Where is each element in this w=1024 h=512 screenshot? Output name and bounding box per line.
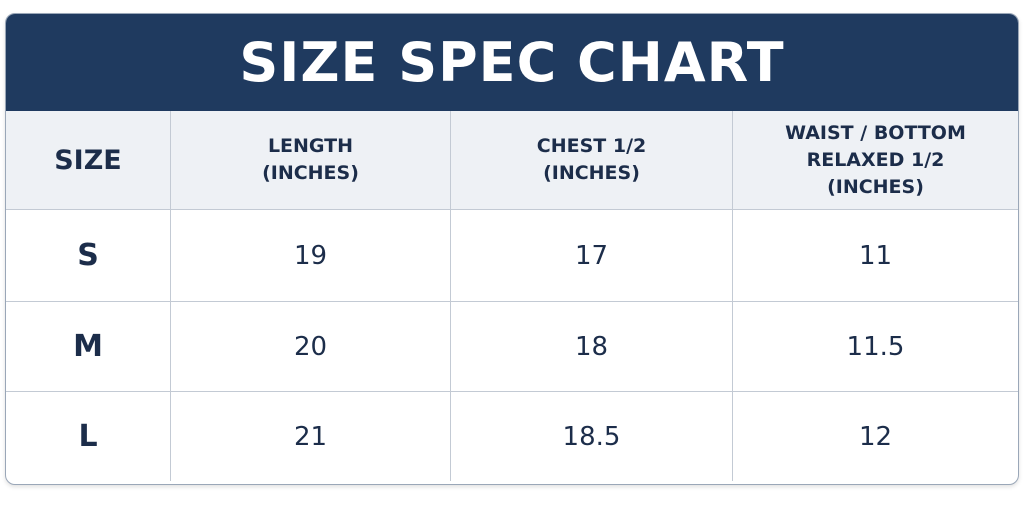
header-text: SIZE [54, 144, 122, 176]
header-bar: SIZE SPEC CHART [6, 14, 1018, 111]
header-text: LENGTH [267, 135, 354, 157]
size-label: M [73, 329, 103, 364]
header-text: (INCHES) [543, 162, 640, 184]
value-text: 18.5 [562, 421, 621, 452]
header-cell: WAIST / BOTTOM RELAXED 1/2 (INCHES) [733, 111, 1018, 210]
value-text: 19 [293, 240, 328, 271]
header-text: RELAXED 1/2 [806, 148, 945, 171]
value-text: 18 [574, 331, 609, 362]
size-cell: S [6, 210, 171, 302]
value-cell: 18.5 [451, 392, 733, 481]
size-label: L [78, 419, 98, 454]
header-text: CHEST 1/2 [536, 135, 647, 157]
value-cell: 21 [171, 392, 451, 481]
size-cell: M [6, 302, 171, 392]
value-text: 21 [293, 421, 328, 452]
header-text: (INCHES) [827, 175, 924, 198]
header-text: WAIST / BOTTOM [785, 121, 966, 144]
size-chart-card: SIZE SPEC CHART SIZE LENGTH (INCHES) CHEST … [5, 13, 1019, 485]
value-text: 11 [858, 240, 893, 271]
header-cell: SIZE [6, 111, 171, 210]
value-cell: 19 [171, 210, 451, 302]
header-cell: LENGTH (INCHES) [171, 111, 451, 210]
header-cell: CHEST 1/2 (INCHES) [451, 111, 733, 210]
title: SIZE SPEC CHART [239, 31, 785, 94]
value-cell: 18 [451, 302, 733, 392]
value-text: 17 [574, 240, 609, 271]
size-label: S [77, 238, 99, 273]
header-text: (INCHES) [262, 162, 359, 184]
value-text: 20 [293, 331, 328, 362]
size-cell: L [6, 392, 171, 481]
value-text: 12 [858, 421, 893, 452]
size-table: SIZE LENGTH (INCHES) CHEST 1/2 (INCHES) WAIST… [6, 111, 1018, 481]
value-text: 11.5 [846, 331, 905, 362]
value-cell: 11.5 [733, 302, 1018, 392]
value-cell: 20 [171, 302, 451, 392]
value-cell: 12 [733, 392, 1018, 481]
value-cell: 11 [733, 210, 1018, 302]
value-cell: 17 [451, 210, 733, 302]
